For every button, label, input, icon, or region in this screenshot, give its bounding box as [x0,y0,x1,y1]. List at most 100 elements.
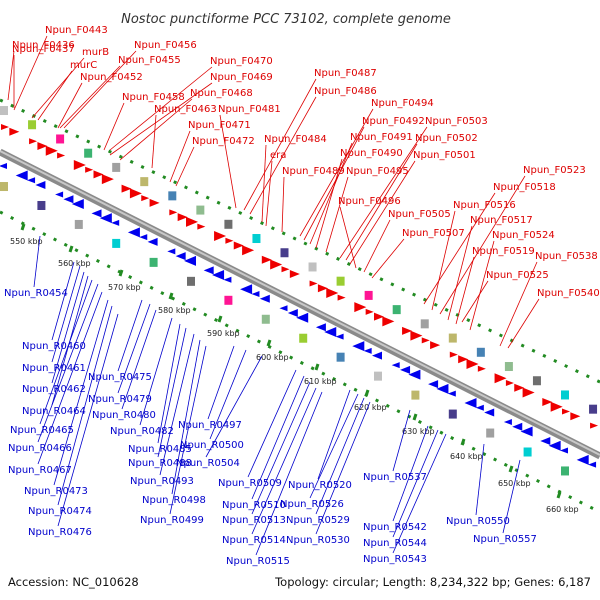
reverse-gene-arrow [296,312,309,323]
reverse-gene-leader [171,339,201,495]
reverse-gene-label: Npun_R0479 [88,394,152,405]
reverse-gene-leader [117,303,151,394]
feature-box [448,333,457,343]
reverse-gene-arrow [167,248,176,255]
reverse-gene-label: Npun_R0497 [178,420,242,431]
forward-gene-arrow [197,223,206,230]
forward-gene-arrow [242,245,255,256]
scale-label: 550 kbp [10,237,43,246]
scale-tick [314,363,320,371]
reverse-gene-labels: Npun_R0454 Npun_R0460 Npun_R0461 Npun_R0462… [4,235,537,567]
forward-gene-leader [37,70,73,121]
feature-box [392,305,401,315]
forward-gene-arrow [466,359,479,370]
forward-gene-label: Npun_F0525 [486,270,549,281]
reverse-gene-leader [51,261,75,341]
feature-box [112,238,121,248]
reverse-gene-label: Npun_R0480 [92,410,156,421]
forward-gene-arrow [121,184,132,193]
reverse-gene-arrow [139,234,148,241]
forward-gene-label: Npun_F0463 [154,104,217,115]
forward-gene-leader [63,50,137,129]
reverse-gene-label: Npun_R0466 [8,443,72,454]
feature-box [299,333,308,343]
scale-tick [68,245,74,253]
forward-gene-leader [507,298,540,349]
reverse-gene-label: Npun_R0514 [222,535,286,546]
feature-box [252,234,261,244]
reverse-gene-leader [502,459,521,534]
reverse-gene-arrow [71,198,84,209]
reverse-gene-leader [169,345,207,515]
forward-gene-leader [119,98,193,161]
forward-gene-leader [371,238,405,279]
forward-gene-arrow [9,127,20,136]
forward-gene-leader [339,206,357,269]
forward-gene-arrow [562,408,570,415]
feature-box [308,262,317,272]
accession-label: Accession: NC_010628 [8,575,139,589]
forward-gene-label: Npun_F0484 [264,134,327,145]
forward-gene-arrow [449,351,458,358]
scale-label: 580 kbp [158,306,191,315]
reverse-gene-leader [205,355,263,458]
reverse-gene-label: Npun_R0488 [128,458,192,469]
forward-gene-leader [103,102,125,151]
reverse-gene-leader [53,299,109,486]
forward-gene-label: Npun_F0487 [314,68,377,79]
forward-gene-leader [447,225,473,321]
reverse-gene-leader [37,291,103,465]
scale-label: 600 kbp [256,353,289,362]
reverse-gene-arrow [436,383,449,394]
reverse-gene-leader [117,299,143,372]
scale-tick [508,465,514,473]
forward-gene-arrow [270,259,283,270]
forward-gene-label: Npun_F0496 [338,196,401,207]
reverse-gene-arrow [55,191,64,198]
reverse-gene-arrow [391,362,400,369]
reverse-gene-arrow [560,447,568,454]
reverse-gene-arrow [287,308,298,317]
reverse-gene-arrow [400,365,411,374]
feature-box [523,447,532,457]
forward-gene-arrow [129,188,142,199]
forward-gene-label: Npun_F0452 [80,72,143,83]
outer-track-boundary [0,98,600,384]
scale-tick [412,413,418,421]
forward-gene-arrow [85,166,94,173]
reverse-gene-arrow [408,369,421,380]
forward-gene-label: Npun_F0458 [122,92,185,103]
reverse-gene-leader [317,389,351,480]
forward-gene-arrow [382,316,395,327]
reverse-gene-arrow [363,347,372,354]
forward-gene-leader [169,130,191,183]
reverse-gene-label: Npun_R0513 [222,515,286,526]
map-title: Nostoc punctiforme PCC 73102, complete g… [121,12,451,27]
feature-box [589,404,598,414]
forward-gene-label: Npun_F0468 [190,88,253,99]
reverse-gene-label: Npun_R0544 [363,538,427,549]
forward-gene-leader [151,114,157,169]
forward-gene-leader [13,35,48,111]
reverse-gene-label: Npun_R0460 [22,341,86,352]
reverse-gene-arrow [184,255,196,266]
forward-gene-leader [175,146,195,187]
forward-gene-leader [57,82,83,129]
forward-gene-label: Npun_F0503 [425,116,488,127]
scale-label: 610 kbp [304,377,337,386]
scale-tick [460,438,466,446]
forward-gene-leader [455,256,475,325]
feature-box [504,362,513,372]
scale-label: 590 kbp [207,329,240,338]
forward-gene-leader [265,160,273,227]
forward-gene-label: Npun_F0501 [413,150,476,161]
forward-gene-leader [345,143,418,261]
forward-gene-leader [461,280,489,323]
forward-gene-label: murC [70,60,97,71]
reverse-gene-label: Npun_R0454 [4,288,68,299]
reverse-gene-arrow [372,351,382,360]
feature-box [476,347,485,357]
feature-box [411,390,420,400]
forward-gene-leader [469,240,495,331]
reverse-gene-leader [207,345,235,420]
